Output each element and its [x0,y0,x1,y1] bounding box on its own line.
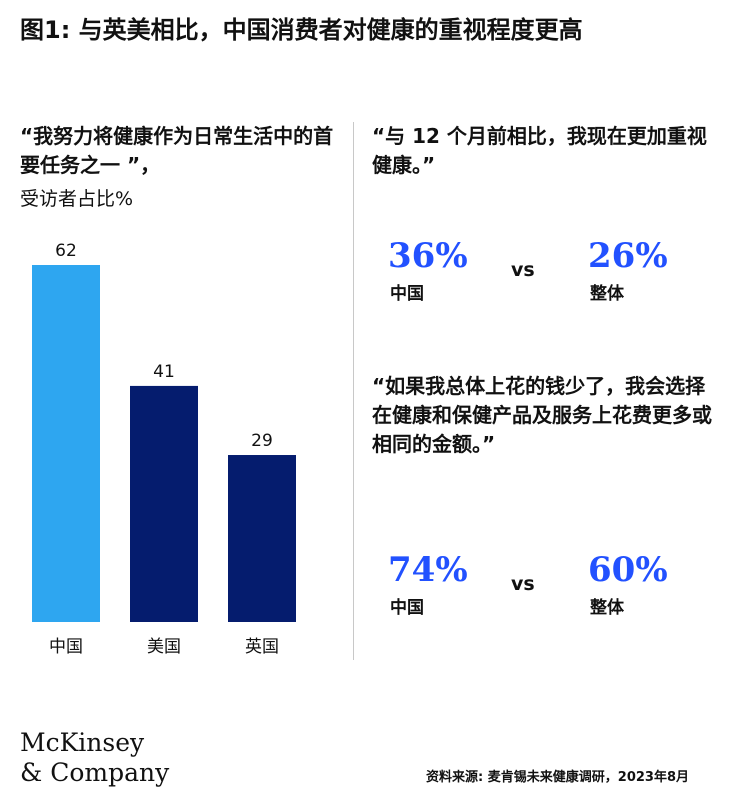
logo-line-1: McKinsey [20,728,145,757]
stat-china-label-bottom: 中国 [390,598,424,618]
bar-2 [228,455,296,622]
category-label-1: 美国 [147,637,181,657]
bar-0 [32,265,100,622]
chart-subtitle: 受访者占比% [20,188,134,210]
left-quote: “我努力将健康作为日常生活中的首要任务之一 ”， [20,124,334,177]
vs-label-top: vs [511,259,535,281]
stat-china-top: 36% [388,236,468,276]
stat-overall-top: 26% [588,236,668,276]
stat-overall-label-top: 整体 [590,284,624,304]
stat-china-label-top: 中国 [390,284,424,304]
stat-overall-bottom: 60% [588,550,668,590]
stat-overall-label-bottom: 整体 [590,598,624,618]
page-title: 图1: 与英美相比，中国消费者对健康的重视程度更高 [20,16,583,44]
bar-chart: 62 中国 41 美国 29 英国 [32,241,296,657]
bar-1 [130,385,198,622]
category-label-0: 中国 [49,637,83,657]
quote-bottom: “如果我总体上花的钱少了，我会选择在健康和保健产品及服务上花费更多或相同的金额。… [372,374,712,456]
quote-top: “与 12 个月前相比，我现在更加重视健康。” [372,124,707,177]
vertical-divider [353,122,354,660]
mckinsey-logo: McKinsey & Company [20,728,169,788]
stat-china-bottom: 74% [388,550,468,590]
bar-value-label-2: 29 [251,431,273,451]
source-note: 资料来源: 麦肯锡未来健康调研，2023年8月 [426,770,689,785]
bar-value-label-0: 62 [55,241,77,261]
bar-value-label-1: 41 [153,362,175,382]
logo-line-2: & Company [20,758,170,787]
category-label-2: 英国 [245,637,279,657]
vs-label-bottom: vs [511,573,535,595]
